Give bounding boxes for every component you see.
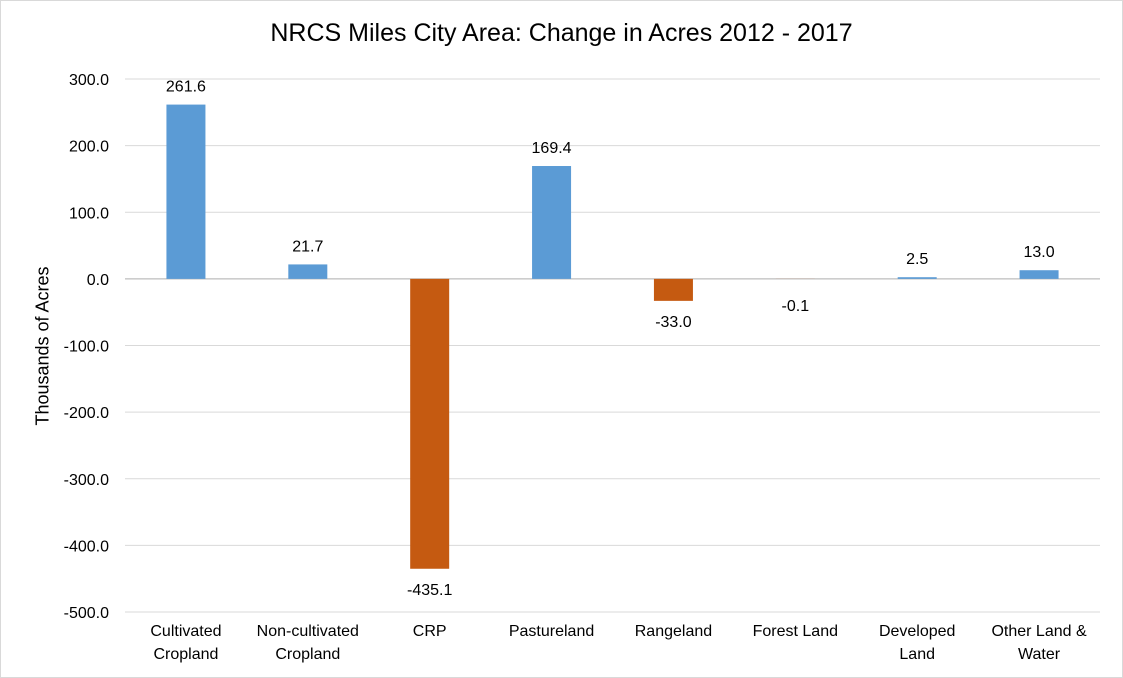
- x-tick-label: CRP: [413, 623, 447, 640]
- y-tick-label: -400.0: [64, 538, 109, 555]
- y-tick-label: -100.0: [64, 339, 109, 356]
- y-tick-label: 300.0: [69, 72, 109, 89]
- x-tick-label: Water: [1018, 646, 1061, 663]
- x-tick-label: Forest Land: [753, 623, 838, 640]
- y-tick-label: 100.0: [69, 205, 109, 222]
- data-label: 2.5: [906, 251, 928, 268]
- bar: [532, 166, 572, 279]
- x-tick-label: Developed: [879, 623, 956, 640]
- x-tick-label: Pastureland: [509, 623, 594, 640]
- data-label: 169.4: [532, 140, 572, 157]
- x-tick-label: Cultivated: [150, 623, 221, 640]
- y-tick-label: -200.0: [64, 405, 109, 422]
- bar: [410, 278, 450, 569]
- y-tick-label: -300.0: [64, 472, 109, 489]
- chart-title: NRCS Miles City Area: Change in Acres 20…: [270, 19, 853, 47]
- bar: [166, 104, 206, 279]
- data-label: 13.0: [1023, 244, 1054, 261]
- y-tick-label: -500.0: [64, 605, 109, 622]
- data-label: -0.1: [782, 298, 810, 315]
- bar: [1019, 270, 1059, 279]
- x-tick-label: Cropland: [275, 646, 340, 663]
- x-tick-label: Land: [899, 646, 935, 663]
- bar: [897, 277, 937, 279]
- x-tick-label: Cropland: [153, 646, 218, 663]
- y-tick-label: 0.0: [87, 272, 109, 289]
- x-tick-label: Other Land &: [991, 623, 1087, 640]
- x-tick-label: Non-cultivated: [257, 623, 359, 640]
- bar: [653, 278, 693, 301]
- data-label: -435.1: [407, 582, 452, 599]
- x-tick-label: Rangeland: [635, 623, 712, 640]
- data-label: -33.0: [655, 314, 692, 331]
- bar: [288, 264, 328, 279]
- y-tick-label: 200.0: [69, 139, 109, 156]
- data-label: 21.7: [292, 238, 323, 255]
- data-label: 261.6: [166, 79, 206, 96]
